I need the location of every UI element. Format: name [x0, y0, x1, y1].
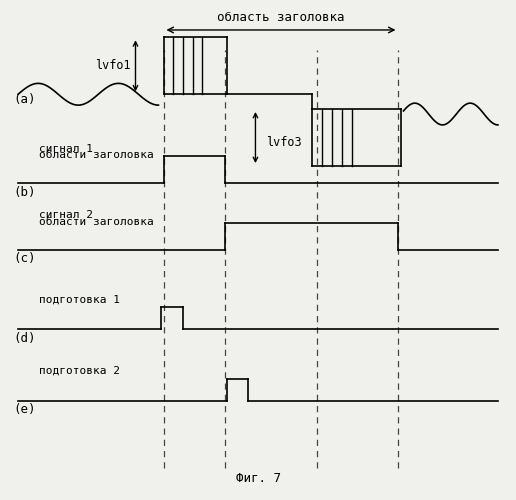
Text: (a): (a) [13, 92, 36, 106]
Text: сигнал 2: сигнал 2 [39, 210, 92, 220]
Text: области заголовка: области заголовка [39, 150, 153, 160]
Text: Фиг. 7: Фиг. 7 [235, 472, 281, 485]
Text: область заголовка: область заголовка [217, 11, 345, 24]
Text: (b): (b) [13, 186, 36, 198]
Text: (e): (e) [13, 404, 36, 416]
Text: области заголовка: области заголовка [39, 217, 153, 227]
Text: (d): (d) [13, 332, 36, 344]
Text: подготовка 1: подготовка 1 [39, 294, 120, 304]
Text: (c): (c) [13, 252, 36, 266]
Text: сигнал 1: сигнал 1 [39, 144, 92, 154]
Text: lvfo1: lvfo1 [95, 60, 131, 72]
Text: lvfo3: lvfo3 [266, 136, 301, 149]
Text: подготовка 2: подготовка 2 [39, 366, 120, 376]
